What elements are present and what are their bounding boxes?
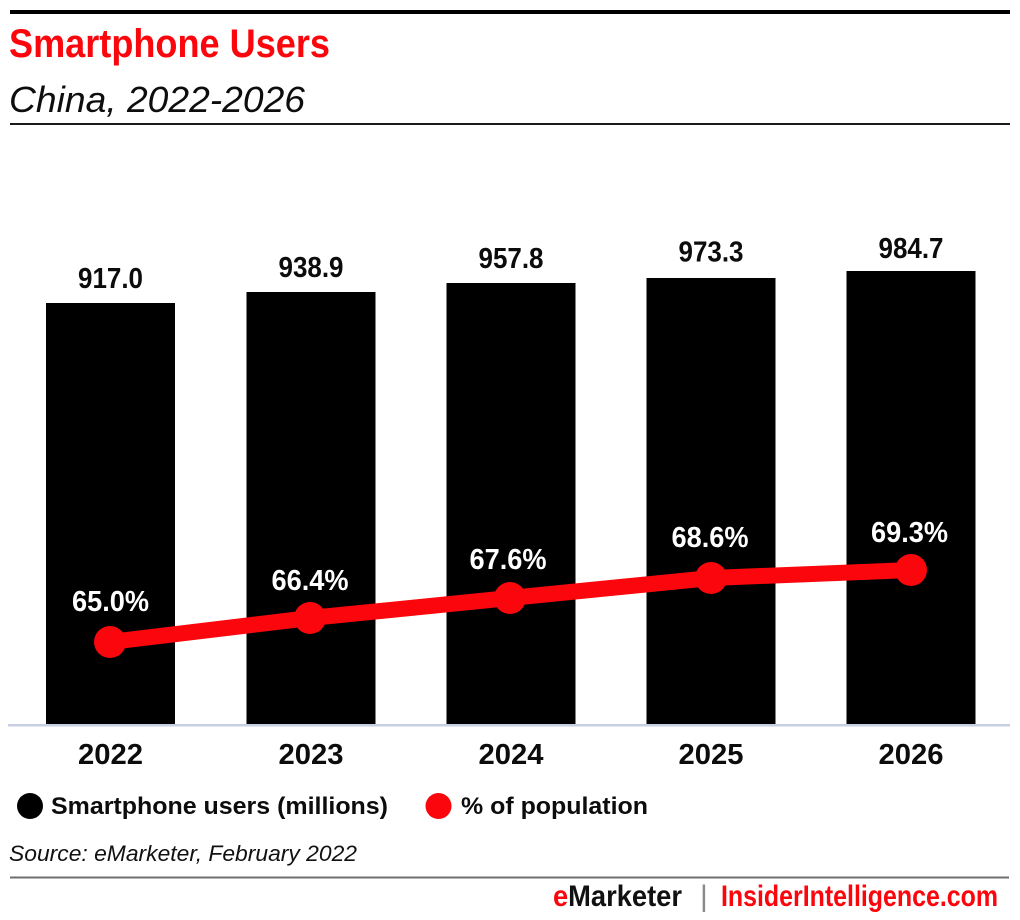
svg-text:67.6%: 67.6% — [470, 544, 547, 576]
svg-text:69.3%: 69.3% — [871, 517, 948, 549]
svg-text:|: | — [700, 880, 708, 913]
svg-text:957.8: 957.8 — [479, 243, 544, 275]
svg-text:Smartphone users (millions): Smartphone users (millions) — [51, 793, 388, 820]
svg-text:66.4%: 66.4% — [272, 565, 349, 597]
svg-text:2022: 2022 — [78, 739, 143, 771]
svg-text:Smartphone Users: Smartphone Users — [9, 22, 330, 66]
svg-text:2023: 2023 — [279, 739, 344, 771]
svg-text:Source: eMarketer, February 20: Source: eMarketer, February 2022 — [9, 841, 357, 866]
svg-text:2024: 2024 — [479, 739, 544, 771]
svg-text:China, 2022-2026: China, 2022-2026 — [9, 79, 306, 120]
svg-text:eMarketer: eMarketer — [553, 880, 682, 913]
svg-text:984.7: 984.7 — [879, 233, 944, 265]
svg-text:2026: 2026 — [879, 739, 944, 771]
svg-text:68.6%: 68.6% — [672, 522, 749, 554]
svg-text:973.3: 973.3 — [679, 237, 744, 269]
svg-text:938.9: 938.9 — [279, 252, 344, 284]
svg-text:InsiderIntelligence.com: InsiderIntelligence.com — [721, 880, 998, 913]
svg-text:2025: 2025 — [679, 739, 744, 771]
svg-text:917.0: 917.0 — [78, 263, 143, 295]
svg-text:% of population: % of population — [461, 793, 648, 820]
svg-text:65.0%: 65.0% — [72, 586, 149, 618]
